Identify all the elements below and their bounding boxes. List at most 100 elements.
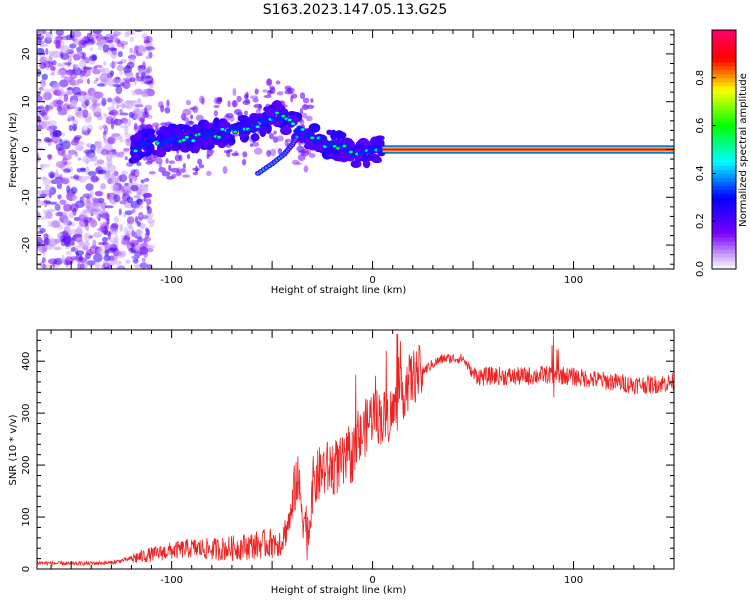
noise-blob [236,95,242,103]
noise-blob [145,46,156,51]
noise-blob [70,186,78,194]
noise-blob [75,145,84,151]
noise-blob [205,170,212,177]
noise-blob [69,82,80,86]
noise-blob [268,90,274,94]
noise-blob [126,61,135,69]
noise-blob [95,77,99,82]
colorbar-cell [712,245,736,250]
noise-blob [306,104,315,110]
noise-blob [63,76,73,83]
noise-blob [55,30,64,36]
noise-blob [136,98,142,103]
noise-blob [129,77,136,83]
figure-title: S163.2023.147.05.13.G25 [263,2,448,18]
noise-blob [37,138,42,143]
noise-blob [119,67,123,76]
noise-blob [100,183,107,190]
colorbar-cell [712,169,736,174]
noise-blob [232,100,237,107]
noise-blob [124,33,130,38]
ridge-blob [151,137,158,142]
snr-y-tick-label: 200 [21,456,32,475]
noise-blob [68,229,78,235]
noise-blob [250,95,259,100]
noise-blob [39,216,47,220]
ridge-core [133,149,138,153]
noise-blob [122,147,130,152]
noise-blob [103,242,112,249]
noise-blob [123,100,134,104]
noise-blob [39,56,48,64]
noise-blob [129,47,134,54]
noise-blob [144,177,150,182]
noise-blob [208,149,215,154]
ridge-blob [228,125,235,130]
noise-blob [126,230,132,237]
noise-blob [161,171,171,177]
noise-blob [72,53,81,61]
noise-blob [101,236,109,243]
colorbar-tick-label: 0.0 [695,261,706,277]
noise-blob [225,144,232,148]
noise-blob [268,132,275,140]
noise-blob [195,165,199,174]
snr-y-tick-label: 300 [21,404,32,423]
noise-blob [107,47,118,51]
noise-blob [59,235,67,243]
noise-blob [79,59,87,68]
noise-blob [60,52,70,61]
colorbar-cell [712,109,736,115]
noise-blob [72,64,79,70]
noise-blob [107,136,116,145]
noise-blob [43,91,53,101]
noise-blob [186,153,191,160]
colorbar-cell [712,53,736,59]
noise-blob [182,174,191,178]
noise-blob [71,197,77,202]
noise-blob [113,194,121,203]
noise-blob [134,113,143,120]
noise-blob [136,204,143,209]
ridge-halo [332,153,342,162]
ridge-halo [265,108,277,118]
noise-blob [170,167,180,173]
noise-blob [37,142,41,147]
noise-blob [102,213,109,219]
snr-y-tick-label: 0 [21,566,32,572]
colorbar-cell [712,253,736,258]
ridge-core [181,138,186,142]
noise-blob [45,31,53,41]
heatmap-x-tick-label: -100 [160,275,183,286]
colorbar-cell [712,113,736,119]
noise-blob [37,115,42,124]
noise-blob [119,223,124,232]
noise-blob [136,237,144,243]
colorbar-cell [712,193,736,198]
noise-blob [299,92,306,99]
noise-blob [55,202,60,210]
colorbar-cell [712,265,736,270]
colorbar-cell [712,45,736,51]
colorbar-cell [712,249,736,254]
noise-blob [69,203,79,213]
noise-blob [135,72,140,78]
ridge-core [233,130,238,134]
noise-blob [145,227,149,233]
noise-blob [124,156,128,161]
noise-blob [149,84,154,89]
noise-blob [226,150,231,158]
noise-blob [78,141,85,146]
ridge-core [281,114,286,118]
noise-blob [145,55,151,60]
noise-blob [148,221,154,228]
carrier-band-core [382,148,674,151]
noise-blob [101,97,107,107]
noise-blob [84,99,90,107]
noise-blob [41,107,49,115]
noise-blob [276,135,284,142]
noise-blob [37,111,40,117]
noise-blob [131,89,136,96]
ridge-halo [351,160,359,168]
noise-blob [113,250,123,257]
